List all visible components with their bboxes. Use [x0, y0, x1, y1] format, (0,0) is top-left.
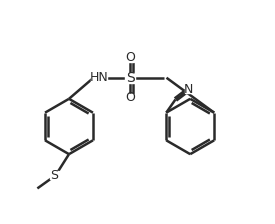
Text: O: O [125, 52, 135, 65]
Bar [126, 54, 134, 62]
Bar [91, 73, 108, 83]
Bar [185, 86, 192, 93]
Text: S: S [51, 169, 59, 182]
Bar [126, 94, 134, 101]
Text: S: S [126, 71, 134, 85]
Text: O: O [125, 91, 135, 104]
Bar [125, 73, 135, 83]
Text: HN: HN [90, 71, 109, 84]
Bar [50, 171, 59, 179]
Text: N: N [184, 83, 193, 96]
